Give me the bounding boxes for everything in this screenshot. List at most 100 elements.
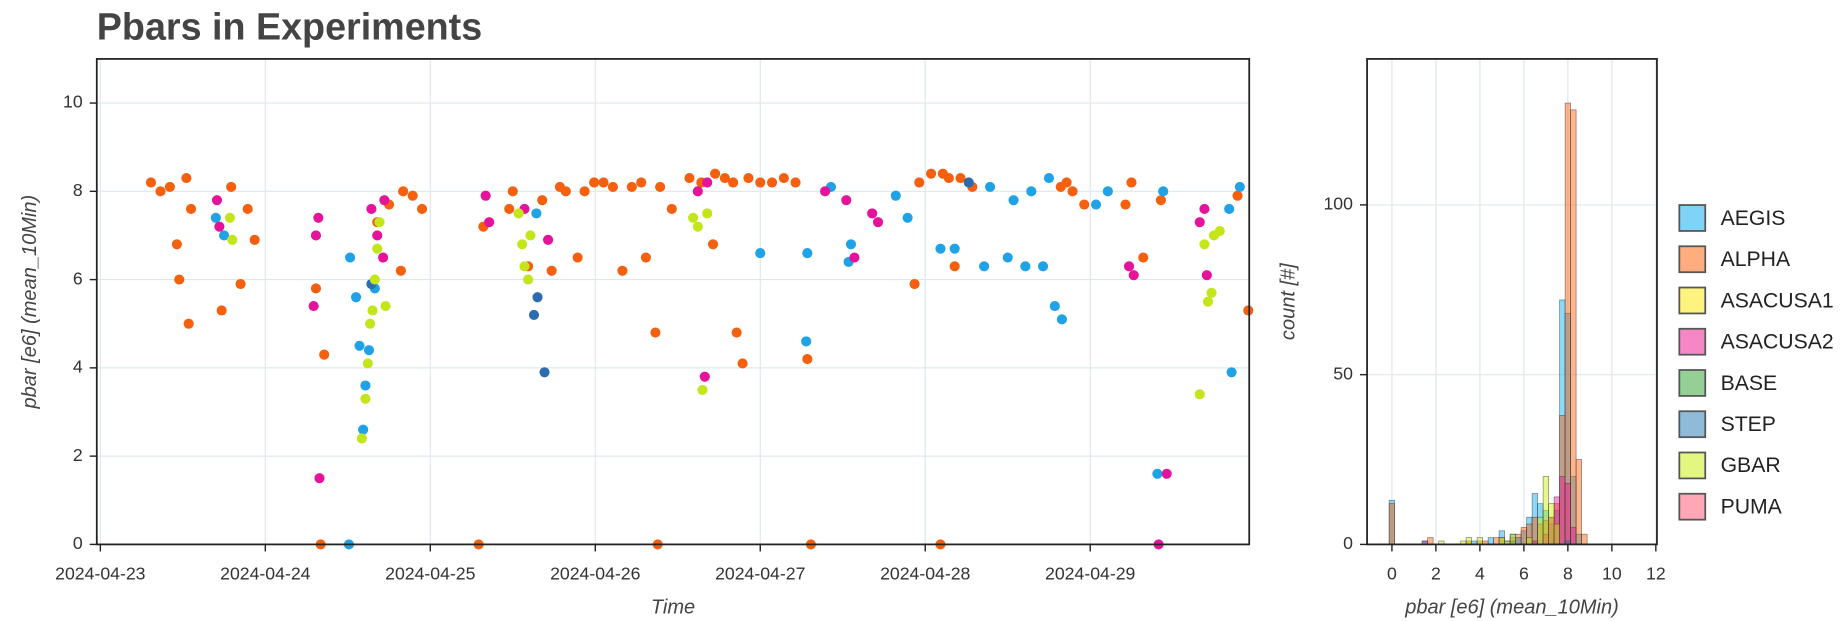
legend-swatch <box>1678 451 1707 480</box>
data-point <box>211 195 223 206</box>
hist-y-axis-label: count [#] <box>1278 263 1300 340</box>
data-point <box>1206 287 1217 298</box>
hist-bar <box>1487 537 1494 545</box>
plot-frame <box>1366 58 1658 546</box>
data-point <box>1155 195 1166 206</box>
data-point <box>145 177 157 188</box>
chart-title: Pbars in Experiments <box>97 5 482 47</box>
data-point <box>210 212 221 223</box>
x-tick-label: 2024-04-27 <box>715 564 805 584</box>
data-point <box>755 177 766 188</box>
data-point <box>235 278 246 290</box>
legend-label: AEGIS <box>1721 207 1786 230</box>
data-point <box>1224 203 1235 215</box>
data-point <box>766 177 778 188</box>
y-tick-label: 100 <box>1323 194 1353 214</box>
data-point <box>537 195 548 206</box>
hist-bar <box>1531 516 1538 545</box>
data-point <box>1201 270 1212 281</box>
data-point <box>909 278 920 290</box>
data-point <box>181 173 192 184</box>
data-point <box>1199 239 1210 250</box>
data-point <box>688 212 699 223</box>
data-point <box>1120 199 1131 210</box>
data-point <box>1234 181 1245 192</box>
legend-swatch <box>1678 245 1707 274</box>
data-point <box>171 239 182 250</box>
data-point <box>949 243 960 254</box>
hist-bar <box>1559 476 1566 545</box>
data-point <box>226 181 237 192</box>
hist-bar <box>1388 503 1396 545</box>
data-point <box>350 292 362 303</box>
data-point <box>310 230 322 241</box>
x-tick-label: 2024-04-25 <box>385 564 475 584</box>
legend-swatch <box>1678 204 1707 232</box>
data-point <box>979 261 990 272</box>
data-point <box>507 186 518 197</box>
legend-label: PUMA <box>1721 495 1783 518</box>
data-point <box>219 230 230 241</box>
data-point <box>543 234 554 245</box>
hist-bar <box>1548 503 1555 545</box>
data-point <box>626 181 637 192</box>
x-tick-label: 2024-04-28 <box>880 564 970 584</box>
legend-label: ASACUSA2 <box>1721 331 1834 354</box>
hist-x-axis-label: pbar [e6] (mean_10Min) <box>1404 596 1619 618</box>
data-point <box>366 203 377 215</box>
data-point <box>186 203 197 215</box>
legend-swatch <box>1678 410 1707 439</box>
data-point <box>655 181 666 192</box>
x-tick-label: 10 <box>1602 564 1622 584</box>
data-point <box>1232 190 1243 201</box>
data-point <box>546 265 557 276</box>
data-point <box>890 190 901 201</box>
data-point <box>362 358 373 369</box>
x-tick-label: 2024-04-29 <box>1045 564 1135 584</box>
data-point <box>372 230 383 241</box>
data-point <box>345 252 356 263</box>
x-tick-label: 2024-04-26 <box>550 564 640 584</box>
data-point <box>719 173 730 184</box>
data-point <box>358 424 369 435</box>
data-point <box>517 239 528 250</box>
data-point <box>737 358 748 369</box>
data-point <box>666 203 677 215</box>
data-point <box>528 309 540 320</box>
legend-label: ASACUSA1 <box>1721 289 1834 312</box>
hist-bar <box>1570 527 1577 545</box>
data-point <box>504 203 515 215</box>
legend-swatch <box>1678 369 1707 397</box>
data-point <box>1128 270 1139 281</box>
data-point <box>360 380 371 391</box>
data-point <box>1049 301 1060 312</box>
data-point <box>579 186 590 197</box>
y-tick-label: 10 <box>63 92 83 112</box>
x-tick-label: 2024-04-23 <box>55 564 145 584</box>
data-point <box>560 186 571 197</box>
data-point <box>216 305 227 316</box>
data-point <box>702 208 713 219</box>
data-point <box>484 217 495 228</box>
data-point <box>532 292 543 303</box>
data-point <box>650 327 661 338</box>
data-point <box>1202 296 1214 307</box>
data-point <box>820 186 831 197</box>
hist-bar <box>1498 537 1505 545</box>
data-point <box>480 190 491 201</box>
data-point <box>310 283 322 294</box>
hist-bar <box>1476 537 1483 545</box>
data-point <box>692 221 703 232</box>
y-tick-label: 6 <box>73 268 83 288</box>
data-point <box>935 243 946 254</box>
data-point <box>407 190 418 201</box>
data-point <box>572 252 583 263</box>
x-tick-label: 12 <box>1646 564 1666 584</box>
hist-bar <box>1570 109 1577 545</box>
y-tick-label: 2 <box>73 445 83 465</box>
data-point <box>985 181 996 192</box>
data-point <box>1026 186 1037 197</box>
data-point <box>319 349 330 360</box>
data-point <box>367 305 378 316</box>
